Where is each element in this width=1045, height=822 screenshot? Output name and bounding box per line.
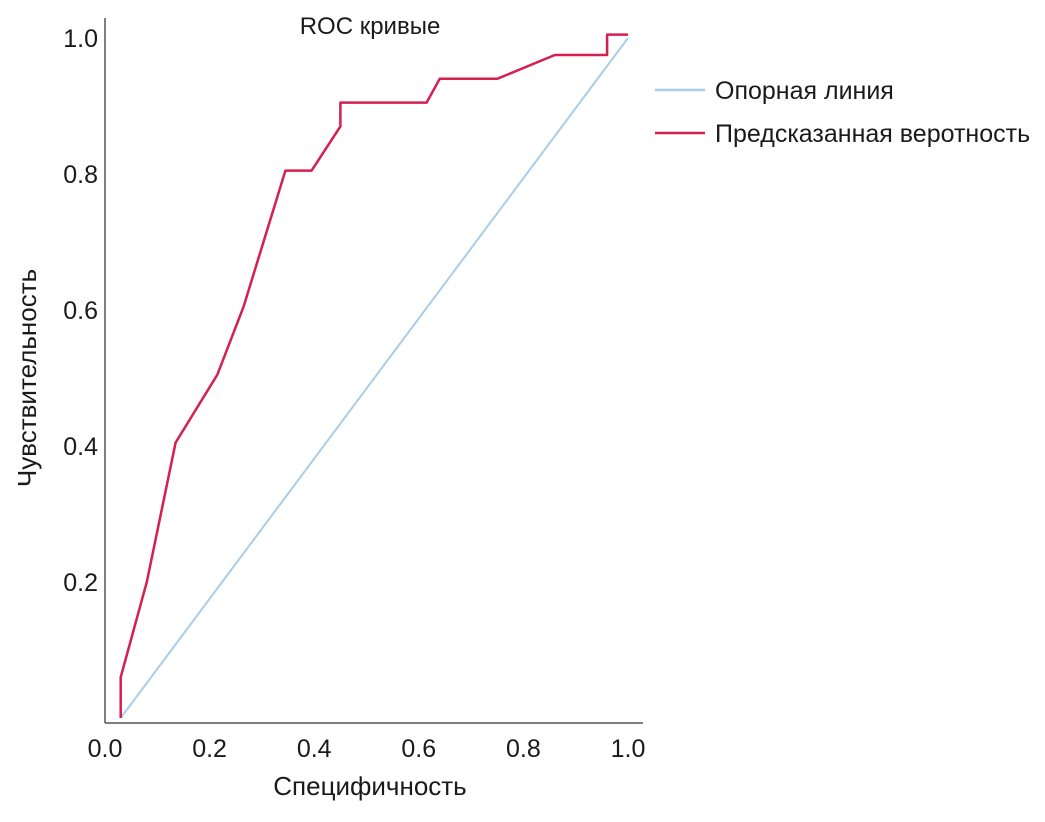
x-tick-label: 0.8 <box>506 735 541 763</box>
legend-item-reference: Опорная линия <box>655 77 894 105</box>
legend-item-predicted: Предсказанная веротность <box>655 120 1030 148</box>
axes <box>104 18 643 724</box>
x-tick-label: 1.0 <box>611 735 646 763</box>
x-tick-label: 0.6 <box>401 735 436 763</box>
reference-line <box>119 37 629 719</box>
y-axis-title: Чувствительность <box>12 269 42 487</box>
x-tick-label: 0.2 <box>192 735 227 763</box>
y-tick-label: 0.8 <box>63 161 98 189</box>
legend-label-reference: Опорная линия <box>715 77 894 105</box>
roc-curve-line <box>119 33 628 718</box>
x-ticks: 0.0 0.2 0.4 0.6 0.8 1.0 <box>88 735 646 763</box>
x-tick-label: 0.4 <box>297 735 332 763</box>
y-tick-label: 0.4 <box>63 433 98 461</box>
series-layer <box>119 33 629 719</box>
y-tick-label: 1.0 <box>63 25 98 53</box>
x-tick-label: 0.0 <box>88 735 123 763</box>
chart-title: ROC кривые <box>300 13 441 40</box>
y-tick-label: 0.6 <box>63 297 98 325</box>
x-axis-title: Специфичность <box>273 771 466 801</box>
y-ticks: 0.2 0.4 0.6 0.8 1.0 <box>63 25 98 597</box>
legend: Опорная линия Предсказанная веротность <box>655 77 1030 148</box>
y-tick-label: 0.2 <box>63 569 98 597</box>
legend-label-predicted: Предсказанная веротность <box>715 120 1030 148</box>
